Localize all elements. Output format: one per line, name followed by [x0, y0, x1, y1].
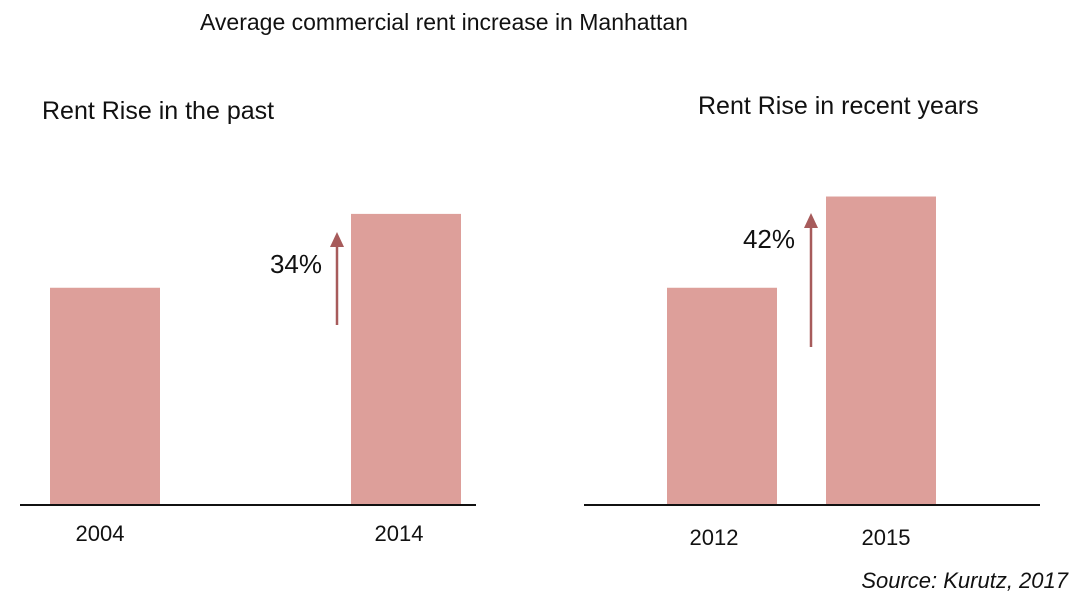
increase-percent-label: 34%	[270, 249, 322, 279]
increase-arrow-head	[330, 232, 344, 247]
x-tick-label-2015: 2015	[862, 525, 911, 550]
right-chart-title: Rent Rise in recent years	[698, 92, 979, 120]
chart-2-plot: 2012 2015 42%	[584, 196, 1040, 550]
x-tick-label-2004: 2004	[76, 521, 125, 546]
x-tick-label-2012: 2012	[690, 525, 739, 550]
increase-percent-label: 42%	[743, 224, 795, 254]
bar-2004	[50, 287, 160, 505]
main-title: Average commercial rent increase in Manh…	[200, 9, 688, 35]
source-note: Source: Kurutz, 2017	[861, 568, 1068, 593]
chart-1-plot: 2004 2014 34%	[20, 213, 476, 546]
left-chart-title: Rent Rise in the past	[42, 97, 274, 125]
increase-arrow-head	[804, 213, 818, 228]
x-tick-label-2014: 2014	[375, 521, 424, 546]
bar-2015	[826, 196, 936, 505]
bar-2012	[667, 287, 777, 505]
bar-2014	[351, 213, 461, 505]
